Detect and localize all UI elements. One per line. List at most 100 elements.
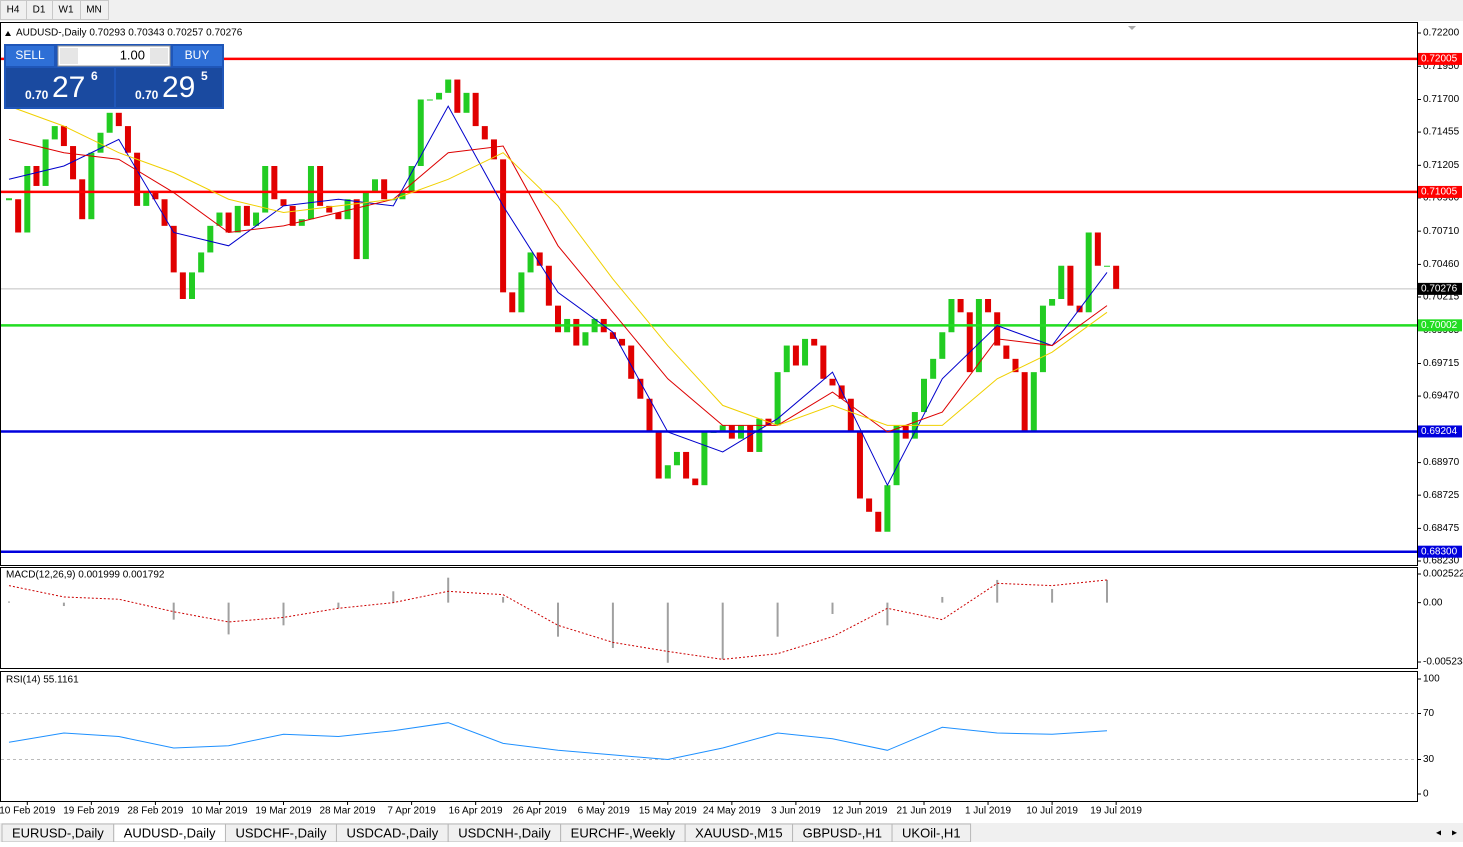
sell-label[interactable]: SELL xyxy=(15,48,45,62)
candle xyxy=(866,498,873,512)
title-arrow xyxy=(5,31,11,36)
rsi-line xyxy=(8,722,1108,761)
ask-box[interactable] xyxy=(116,68,222,107)
candle xyxy=(500,159,507,293)
candle xyxy=(1049,298,1056,306)
y-tick-label: 0.68725 xyxy=(1423,490,1460,501)
candle xyxy=(408,165,415,193)
candle xyxy=(317,165,324,206)
x-tick-label: 15 May 2019 xyxy=(639,806,697,817)
lot-value[interactable]: 1.00 xyxy=(120,47,145,62)
x-tick-label: 7 Apr 2019 xyxy=(387,806,436,817)
candle xyxy=(1058,265,1065,299)
candle xyxy=(545,265,552,306)
y-tick-label: 0.71205 xyxy=(1423,160,1460,171)
candle xyxy=(15,199,22,233)
candle xyxy=(893,425,900,486)
timeframe-button[interactable] xyxy=(80,0,109,20)
candle xyxy=(490,139,497,160)
candle xyxy=(518,272,525,313)
ask-pips: 29 xyxy=(162,71,195,104)
level-label: 0.72005 xyxy=(1421,54,1458,65)
candle xyxy=(60,126,67,147)
symbol-tab-label[interactable]: XAUUSD-,M15 xyxy=(695,825,782,840)
x-tick-label: 24 May 2019 xyxy=(703,806,761,817)
buy-label[interactable]: BUY xyxy=(185,48,210,62)
timeframe-label[interactable]: MN xyxy=(86,5,102,16)
symbol-tab-label[interactable]: AUDUSD-,Daily xyxy=(124,825,216,840)
timeframe-label[interactable]: H4 xyxy=(7,5,20,16)
symbol-tab-label[interactable]: UKOil-,H1 xyxy=(902,825,961,840)
y-tick-label: 0.71700 xyxy=(1423,94,1460,105)
candle xyxy=(161,199,168,226)
candle xyxy=(719,425,726,432)
level-tag xyxy=(1418,52,1462,65)
symbol-tab-label[interactable]: USDCNH-,Daily xyxy=(458,825,551,840)
candle xyxy=(234,205,241,233)
candle xyxy=(481,126,488,140)
candle xyxy=(884,485,891,532)
candle xyxy=(24,165,31,233)
symbol-tab-label[interactable]: GBPUSD-,H1 xyxy=(803,825,882,840)
bid-fraction: 6 xyxy=(91,69,98,83)
candle xyxy=(326,205,333,213)
candle xyxy=(454,79,461,113)
y-tick-label: 0.68475 xyxy=(1423,523,1460,534)
y-tick-label: 0.68970 xyxy=(1423,457,1460,468)
candle xyxy=(1094,232,1101,266)
y-tick-label: 0 xyxy=(1423,789,1429,800)
candle xyxy=(930,358,937,379)
candle xyxy=(609,332,616,339)
candle xyxy=(875,511,882,532)
candle xyxy=(646,398,653,432)
candle xyxy=(353,199,360,260)
bid-prefix: 0.70 xyxy=(25,88,49,102)
lot-input[interactable] xyxy=(57,45,171,67)
candle xyxy=(555,305,561,333)
symbol-tab-label[interactable]: EURCHF-,Weekly xyxy=(571,825,676,840)
candle xyxy=(6,198,12,201)
lot-up[interactable] xyxy=(150,48,168,64)
tab-scroll-right[interactable]: ▸ xyxy=(1452,828,1457,839)
candle xyxy=(362,192,369,260)
symbol-tab-label[interactable]: USDCAD-,Daily xyxy=(346,825,438,840)
signal-line xyxy=(8,579,1108,660)
candle xyxy=(207,225,214,253)
y-tick-label: 70 xyxy=(1423,708,1435,719)
x-tick-label: 19 Jul 2019 xyxy=(1090,806,1142,817)
symbol-tab-label[interactable]: EURUSD-,Daily xyxy=(12,825,104,840)
sell-button[interactable] xyxy=(6,46,54,66)
candle xyxy=(463,92,470,113)
candle xyxy=(1104,265,1110,267)
x-tick-label: 1 Jul 2019 xyxy=(965,806,1012,817)
moving-average xyxy=(8,105,1108,487)
buy-button[interactable] xyxy=(173,46,222,66)
candle xyxy=(994,312,1001,346)
symbol-tab-label[interactable]: USDCHF-,Daily xyxy=(235,825,327,840)
candle xyxy=(198,252,205,273)
x-tick-label: 6 May 2019 xyxy=(578,806,631,817)
x-tick-label: 28 Feb 2019 xyxy=(127,806,184,817)
candle xyxy=(701,431,708,486)
candle xyxy=(985,298,992,313)
candle xyxy=(921,378,927,413)
candle xyxy=(829,378,836,386)
shift-marker xyxy=(1128,26,1136,30)
moving-average xyxy=(8,105,1108,426)
candle xyxy=(216,212,223,226)
timeframe-label[interactable]: W1 xyxy=(59,5,74,16)
candle xyxy=(1067,265,1074,306)
lot-down[interactable] xyxy=(60,48,78,64)
current-price-tag xyxy=(1418,282,1462,295)
timeframe-label[interactable]: D1 xyxy=(33,5,46,16)
moving-average xyxy=(8,138,1108,433)
tab-scroll-left[interactable]: ◂ xyxy=(1436,828,1441,839)
candle xyxy=(1012,358,1019,373)
level-label: 0.68300 xyxy=(1421,546,1458,557)
candle xyxy=(957,298,964,313)
panel-title: RSI(14) 55.1161 xyxy=(6,675,79,686)
candle xyxy=(1003,345,1010,359)
candle xyxy=(344,199,351,220)
bid-box[interactable] xyxy=(6,68,114,107)
